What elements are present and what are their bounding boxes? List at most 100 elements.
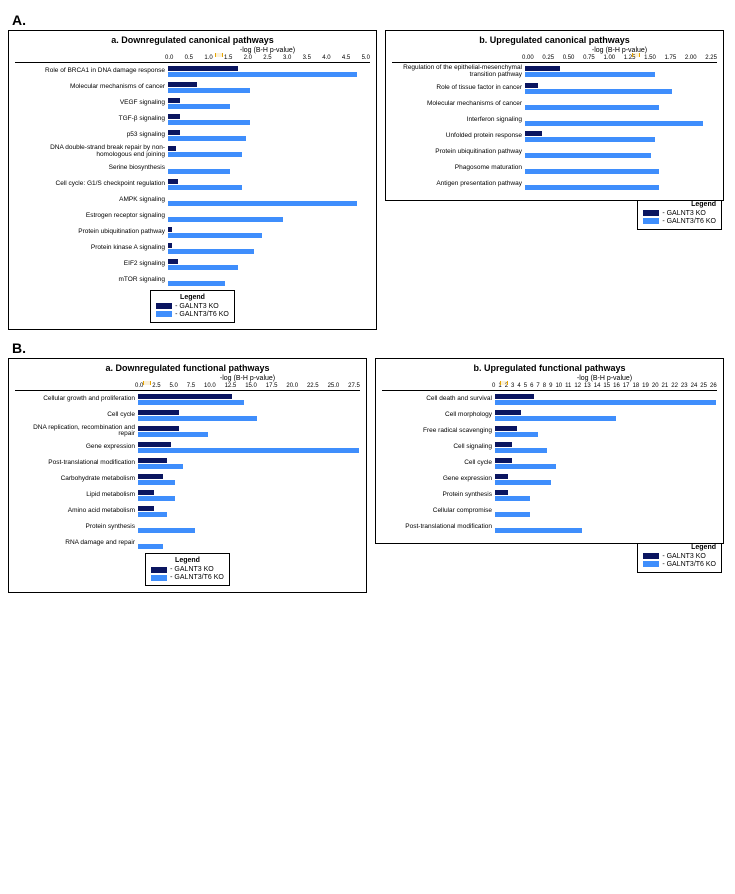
bar-series2 [168,104,230,109]
bar-group: DNA double-strand break repair by non-ho… [15,145,370,159]
bar-series2 [168,152,242,157]
bar-group: Cell signaling [382,441,717,454]
legend-swatch [156,303,172,309]
bar-group: Cell cycle: G1/S checkpoint regulation [15,178,370,191]
bar-group: Free radical scavenging [382,425,717,438]
bar-label: Post-translational modification [382,524,495,531]
tick-label: 1.0 [204,55,212,61]
tick-row: 0.000.250.500.751.001.251.501.752.002.25 [392,55,717,63]
tick-label: 0.50 [563,55,575,61]
bar-label: DNA replication, recombination and repai… [15,425,138,439]
bar-group: Estrogen receptor signaling [15,210,370,223]
bar-series2 [138,528,195,533]
bar-group: Cell death and survival [382,393,717,406]
bar-series2 [168,233,262,238]
bar-series2 [168,72,357,77]
legend-label: - GALNT3/T6 KO [662,561,716,568]
bar-series2 [495,496,530,501]
legend-title: Legend [151,557,224,564]
bar-series2 [138,544,163,549]
legend-item: - GALNT3/T6 KO [643,218,716,225]
bar-series1 [495,442,512,447]
tick-label: 22 [671,383,678,389]
tick-label: 9 [549,383,552,389]
bar-series1 [495,474,508,479]
legend-swatch [643,561,659,567]
bar-group: Antigen presentation pathway [392,178,717,191]
tick-label: 18 [632,383,639,389]
bar-label: Cell cycle [382,460,495,467]
bar-label: Cell morphology [382,412,495,419]
bar-series2 [168,120,250,125]
tick-label: 22.5 [307,383,319,389]
bar-series2 [138,496,175,501]
tick-row: 0.02.55.07.510.012.515.017.520.022.525.0… [15,383,360,391]
legend-swatch [151,575,167,581]
bar-group: Role of tissue factor in cancer [392,82,717,95]
tick-label: 4 [517,383,520,389]
threshold-marker [632,53,640,57]
chart: b. Upregulated functional pathways -log (… [375,358,724,544]
tick-label: 1.75 [665,55,677,61]
bar-series1 [138,474,163,479]
tick-label: 4.0 [322,55,330,61]
bar-label: Free radical scavenging [382,428,495,435]
bar-label: Interferon signaling [392,117,525,124]
axis-label: -log (B-H p-value) [522,47,717,54]
axis-label: -log (B-H p-value) [165,47,370,54]
bar-series1 [168,114,180,119]
bar-group: Serine biosynthesis [15,162,370,175]
bar-label: Cell signaling [382,444,495,451]
bar-group: Gene expression [15,441,360,454]
tick-label: 8 [543,383,546,389]
bar-group: Protein ubiquitination pathway [392,146,717,159]
bar-series1 [495,426,517,431]
threshold-marker [215,53,223,57]
bar-group: Phagosome maturation [392,162,717,175]
tick-label: 1.5 [224,55,232,61]
axis-label-text: -log (B-H p-value) [577,375,632,382]
bar-group: Protein synthesis [15,521,360,534]
legend-label: - GALNT3/T6 KO [170,574,224,581]
legend-item: - GALNT3/T6 KO [643,561,716,568]
tick-label: 4.5 [342,55,350,61]
bar-label: p53 signaling [15,132,168,139]
bar-group: Interferon signaling [392,114,717,127]
bar-series2 [495,448,547,453]
tick-label: 19 [642,383,649,389]
chart: b. Upregulated canonical pathways-log (B… [385,30,724,201]
legend-swatch [156,311,172,317]
bar-label: Lipid metabolism [15,492,138,499]
bar-series2 [168,281,225,286]
tick-label: 2.5 [263,55,271,61]
axis-label-text: -log (B-H p-value) [240,47,295,54]
bar-label: VEGF signaling [15,100,168,107]
bar-group: VEGF signaling [15,97,370,110]
tick-label: 17 [623,383,630,389]
bar-series2 [525,72,655,77]
bar-series2 [168,265,238,270]
tick-label: 5.0 [362,55,370,61]
tick-label: 3 [511,383,514,389]
bar-series1 [138,458,167,463]
bar-group: Cell cycle [382,457,717,470]
axis-label: -log (B-H p-value) [135,375,360,382]
bar-series2 [525,153,651,158]
tick-label: 15 [603,383,610,389]
bar-series2 [525,185,659,190]
bar-series1 [168,130,180,135]
bar-group: Amino acid metabolism [15,505,360,518]
bar-series2 [495,512,530,517]
bar-series1 [168,98,180,103]
bar-series2 [495,528,582,533]
threshold-marker [143,381,151,385]
bar-group: Molecular mechanisms of cancer [392,98,717,111]
bar-series1 [495,394,534,399]
tick-label: 2.25 [705,55,717,61]
bar-series2 [495,480,551,485]
tick-label: 7.5 [187,383,195,389]
legend-label: - GALNT3 KO [170,566,214,573]
bar-label: Cellular compromise [382,508,495,515]
chart-title: b. Upregulated functional pathways [382,363,717,373]
bar-group: AMPK signaling [15,194,370,207]
